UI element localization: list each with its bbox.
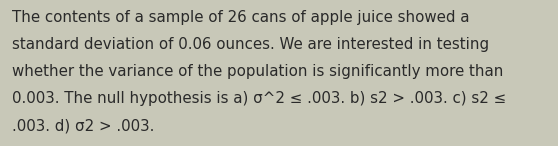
Text: .003. d) σ2 > .003.: .003. d) σ2 > .003. xyxy=(12,118,155,133)
Text: 0.003. The null hypothesis is a) σ^2 ≤ .003. b) s2 > .003. c) s2 ≤: 0.003. The null hypothesis is a) σ^2 ≤ .… xyxy=(12,91,507,106)
Text: whether the variance of the population is significantly more than: whether the variance of the population i… xyxy=(12,64,504,79)
Text: standard deviation of 0.06 ounces. We are interested in testing: standard deviation of 0.06 ounces. We ar… xyxy=(12,37,489,52)
Text: The contents of a sample of 26 cans of apple juice showed a: The contents of a sample of 26 cans of a… xyxy=(12,10,470,25)
